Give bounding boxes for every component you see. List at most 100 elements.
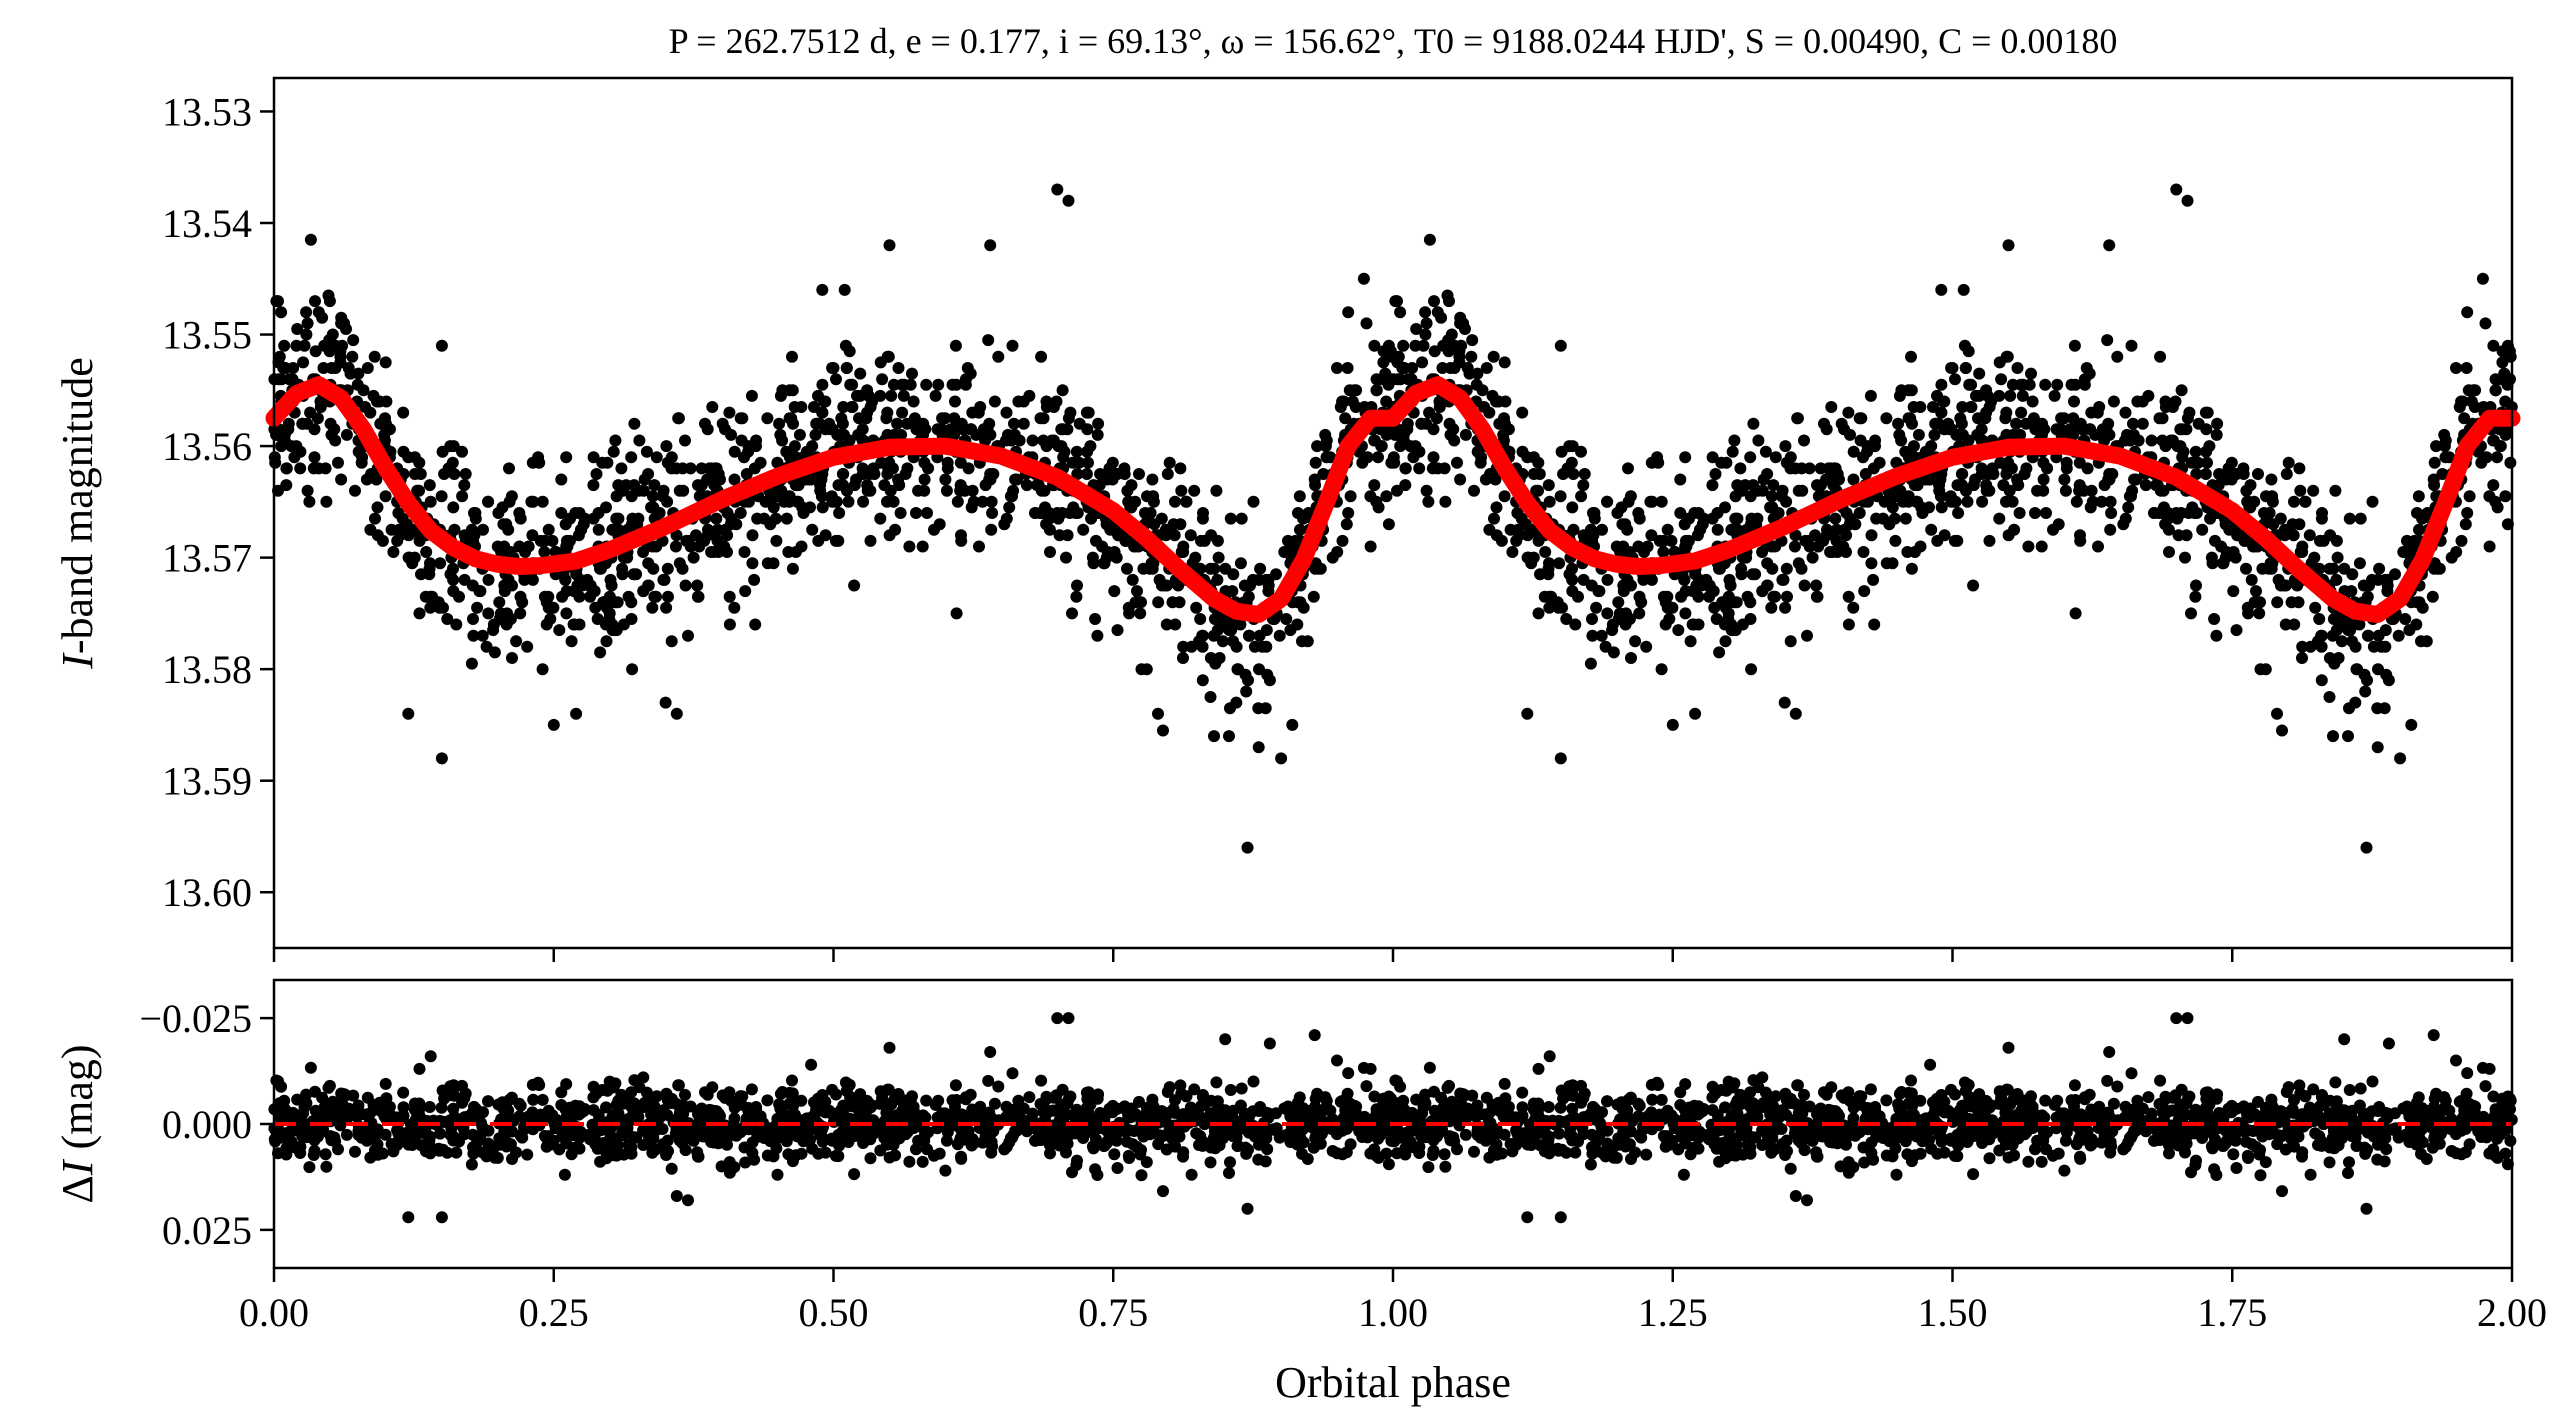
residual-point: [1006, 1067, 1019, 1080]
observation-point: [1029, 507, 1042, 519]
observation-point: [1152, 596, 1165, 609]
observation-point: [1723, 573, 1736, 586]
observation-point: [1244, 579, 1256, 592]
observation-point: [465, 523, 478, 536]
observation-point: [1867, 573, 1880, 586]
residual-point: [1309, 1092, 1322, 1105]
observation-point: [816, 283, 829, 296]
observation-point: [1399, 462, 1412, 475]
residual-point: [648, 1100, 661, 1113]
observation-point: [1499, 395, 1512, 408]
observation-point: [1423, 233, 1436, 246]
observation-point: [1798, 579, 1811, 592]
residual-point: [1000, 1111, 1012, 1124]
observation-point: [2222, 462, 2235, 475]
observation-point: [1342, 306, 1355, 319]
observation-point: [1240, 685, 1253, 698]
observation-point: [1161, 468, 1174, 480]
observation-point: [940, 484, 953, 497]
residual-point: [2227, 1148, 2240, 1161]
residual-point: [2342, 1167, 2354, 1179]
observation-point: [2412, 490, 2425, 503]
residual-point: [1247, 1075, 1260, 1088]
observation-point: [2092, 540, 2104, 553]
observation-point: [1689, 707, 1702, 720]
observation-point: [349, 484, 361, 497]
residual-point: [1438, 1148, 1451, 1161]
residual-point: [2047, 1149, 2059, 1162]
observation-point: [424, 601, 437, 614]
residual-point: [1326, 1145, 1339, 1157]
observation-point: [441, 613, 454, 625]
observation-point: [2353, 557, 2366, 570]
observation-point: [1878, 495, 1891, 508]
observation-point: [2105, 507, 2118, 519]
residual-point: [922, 1126, 935, 1139]
y-tick-label: 13.55: [162, 313, 252, 358]
observation-point: [770, 534, 783, 547]
observation-point: [832, 479, 845, 492]
residual-point: [866, 1099, 879, 1112]
observation-point: [319, 462, 332, 475]
observation-point: [606, 618, 619, 631]
residual-point: [929, 1098, 942, 1111]
observation-point: [1208, 730, 1220, 743]
observation-point: [907, 395, 920, 408]
observation-point: [810, 417, 823, 430]
observation-point: [1655, 495, 1668, 508]
observation-point: [1186, 557, 1199, 570]
observation-point: [2316, 507, 2328, 519]
observation-point: [1902, 412, 1915, 425]
observation-point: [2245, 573, 2258, 586]
observation-point: [2309, 601, 2322, 614]
residual-point: [719, 1091, 731, 1104]
observation-point: [1897, 495, 1910, 508]
observation-point: [1925, 523, 1938, 536]
residual-point: [340, 1128, 353, 1141]
observation-point: [510, 635, 523, 648]
observation-point: [471, 601, 484, 614]
observation-point: [1663, 613, 1676, 625]
observation-point: [2015, 406, 2028, 419]
observation-point: [919, 423, 932, 436]
residual-point: [1148, 1109, 1161, 1122]
residual-point: [630, 1131, 643, 1144]
observation-point: [2020, 417, 2033, 430]
observation-point: [2086, 495, 2099, 508]
observation-point: [2258, 507, 2270, 519]
residual-point: [1227, 1130, 1239, 1143]
observation-point: [1584, 657, 1597, 670]
residual-point: [2111, 1080, 2124, 1093]
observation-point: [1838, 523, 1851, 536]
residual-point: [706, 1081, 719, 1094]
observation-point: [300, 306, 313, 319]
observation-point: [949, 395, 961, 408]
observation-point: [2089, 428, 2102, 441]
observation-point: [2068, 395, 2080, 408]
observation-point: [2378, 702, 2391, 715]
observation-point: [1038, 484, 1051, 497]
observation-point: [2185, 607, 2197, 620]
observation-point: [2208, 613, 2221, 625]
observation-point: [1020, 479, 1033, 492]
residual-point: [1080, 1110, 1093, 1122]
residual-point: [898, 1094, 910, 1107]
residual-point: [812, 1147, 825, 1160]
residual-point: [1122, 1109, 1135, 1122]
observation-point: [2002, 239, 2015, 252]
observation-point: [2438, 428, 2451, 441]
observation-point: [2181, 412, 2194, 425]
observation-point: [397, 406, 410, 419]
y-tick-label: 13.59: [162, 759, 252, 804]
observation-point: [1915, 501, 1928, 514]
observation-point: [534, 534, 547, 547]
observation-point: [2128, 473, 2141, 486]
observation-point: [1082, 456, 1094, 469]
observation-point: [1927, 401, 1939, 413]
observation-point: [304, 233, 317, 246]
observation-point: [611, 596, 624, 609]
residual-point: [1235, 1082, 1248, 1095]
residual-point: [1344, 1138, 1357, 1151]
observation-point: [476, 629, 489, 642]
observation-point: [2271, 707, 2283, 720]
